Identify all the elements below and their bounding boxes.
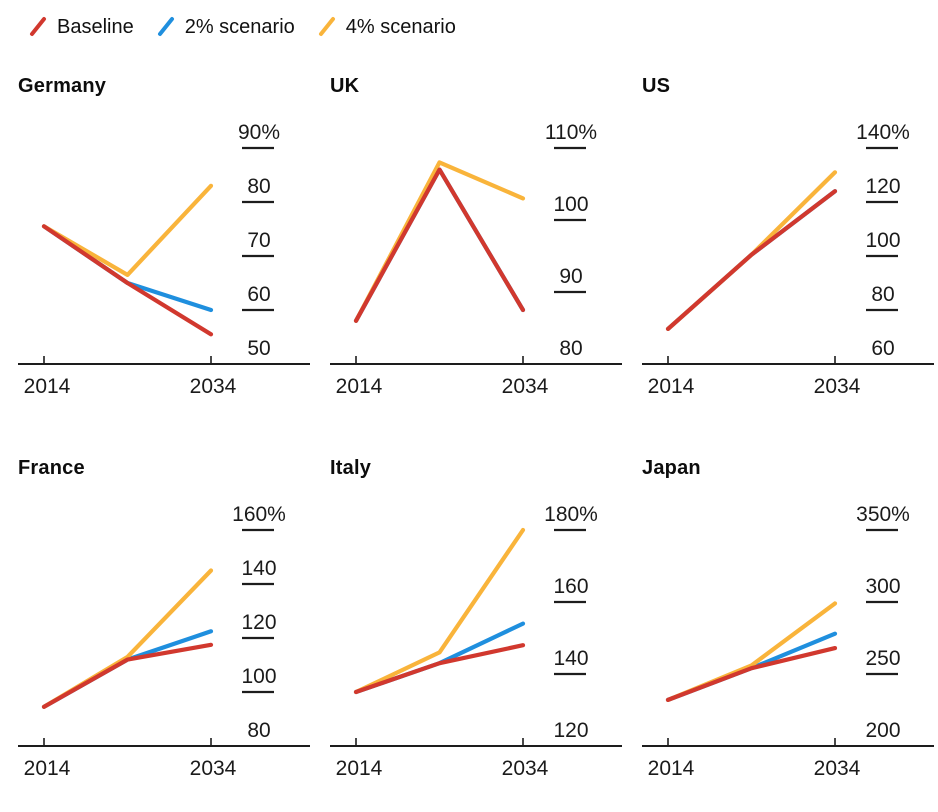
y-axis-label: 100 <box>865 229 900 252</box>
y-axis-label: 80 <box>247 175 270 198</box>
y-axis-label: 90 <box>559 265 582 288</box>
x-axis-label: 2014 <box>24 375 71 398</box>
y-axis-label: 140 <box>241 557 276 580</box>
x-axis-label: 2034 <box>814 757 861 780</box>
4-scenario-line <box>353 160 526 323</box>
germany-line-chart: 90% 80 70 60 50 2014 2034 <box>18 121 310 398</box>
chart-title-us: US <box>642 75 671 97</box>
y-axis-label: 300 <box>865 575 900 598</box>
4-scenario-line <box>353 527 526 695</box>
y-axis-label: 200 <box>865 719 900 742</box>
legend: Baseline 2% scenario 4% scenario <box>0 0 938 42</box>
charts-grid: Germany 90% 80 70 60 50 2014 2034 UK 110% 100 90… <box>0 74 938 784</box>
y-axis-label: 60 <box>871 337 894 360</box>
y-axis-label: 350% <box>856 503 910 526</box>
baseline-line <box>41 642 214 709</box>
y-axis-label: 60 <box>247 283 270 306</box>
y-axis-label: 90% <box>238 121 280 144</box>
y-axis-label: 180% <box>544 503 598 526</box>
legend-swatch-slash-icon <box>318 17 335 36</box>
y-axis-label: 120 <box>865 175 900 198</box>
y-axis-label: 70 <box>247 229 270 252</box>
baseline-line <box>353 167 526 323</box>
x-axis-label: 2014 <box>24 757 71 780</box>
chart-tile-france: France 160% 140 120 100 80 2014 2034 <box>18 456 310 784</box>
x-axis-label: 2034 <box>814 375 861 398</box>
y-axis-label: 100 <box>241 665 276 688</box>
y-axis-label: 50 <box>247 337 270 360</box>
chart-title-uk: UK <box>330 75 360 97</box>
x-axis-label: 2034 <box>190 375 237 398</box>
x-axis-label: 2014 <box>336 757 383 780</box>
y-axis-label: 100 <box>553 193 588 216</box>
chart-title-france: France <box>18 457 85 479</box>
chart-title-italy: Italy <box>330 457 372 479</box>
y-axis-label: 80 <box>871 283 894 306</box>
y-axis-label: 80 <box>247 719 270 742</box>
2-scenario-line <box>353 167 526 323</box>
uk-line-chart: 110% 100 90 80 2014 2034 <box>330 121 622 398</box>
legend-label: 4% scenario <box>345 15 456 38</box>
y-axis-label: 160 <box>553 575 588 598</box>
y-axis-label: 120 <box>553 719 588 742</box>
japan-line-chart: 350% 300 250 200 2014 2034 <box>642 503 934 780</box>
y-axis-label: 140% <box>856 121 910 144</box>
legend-item-2: 4% scenario <box>317 15 456 39</box>
legend-swatch-slash-icon <box>30 17 46 36</box>
chart-tile-uk: UK 110% 100 90 80 2014 2034 <box>330 74 622 402</box>
baseline-line <box>665 189 838 331</box>
italy-line-chart: 180% 160 140 120 2014 2034 <box>330 503 622 780</box>
x-axis-label: 2034 <box>502 375 549 398</box>
chart-tile-italy: Italy 180% 160 140 120 2014 2034 <box>330 456 622 784</box>
4-scenario-line <box>41 183 214 277</box>
x-axis-label: 2014 <box>336 375 383 398</box>
chart-tile-germany: Germany 90% 80 70 60 50 2014 2034 <box>18 74 310 402</box>
y-axis-label: 160% <box>232 503 286 526</box>
legend-item-1: 2% scenario <box>156 15 295 39</box>
baseline-line <box>41 224 214 337</box>
legend-label: Baseline <box>57 15 134 38</box>
baseline-line <box>353 643 526 695</box>
baseline-line <box>665 646 838 702</box>
y-axis-label: 110% <box>545 121 597 144</box>
2-scenario-line <box>41 629 214 709</box>
x-axis-label: 2034 <box>502 757 549 780</box>
y-axis-label: 120 <box>241 611 276 634</box>
y-axis-label: 140 <box>553 647 588 670</box>
us-line-chart: 140% 120 100 80 60 2014 2034 <box>642 121 934 398</box>
legend-item-0: Baseline <box>28 15 134 39</box>
x-axis-label: 2014 <box>648 375 695 398</box>
legend-label: 2% scenario <box>184 15 295 38</box>
legend-swatch-slash-icon <box>157 17 174 36</box>
chart-title-germany: Germany <box>18 75 107 97</box>
france-line-chart: 160% 140 120 100 80 2014 2034 <box>18 503 310 780</box>
x-axis-label: 2034 <box>190 757 237 780</box>
chart-title-japan: Japan <box>642 457 701 479</box>
chart-tile-us: US 140% 120 100 80 60 2014 2034 <box>642 74 934 402</box>
y-axis-label: 80 <box>559 337 582 360</box>
y-axis-label: 250 <box>865 647 900 670</box>
chart-tile-japan: Japan 350% 300 250 200 2014 2034 <box>642 456 934 784</box>
x-axis-label: 2014 <box>648 757 695 780</box>
4-scenario-line <box>665 601 838 702</box>
